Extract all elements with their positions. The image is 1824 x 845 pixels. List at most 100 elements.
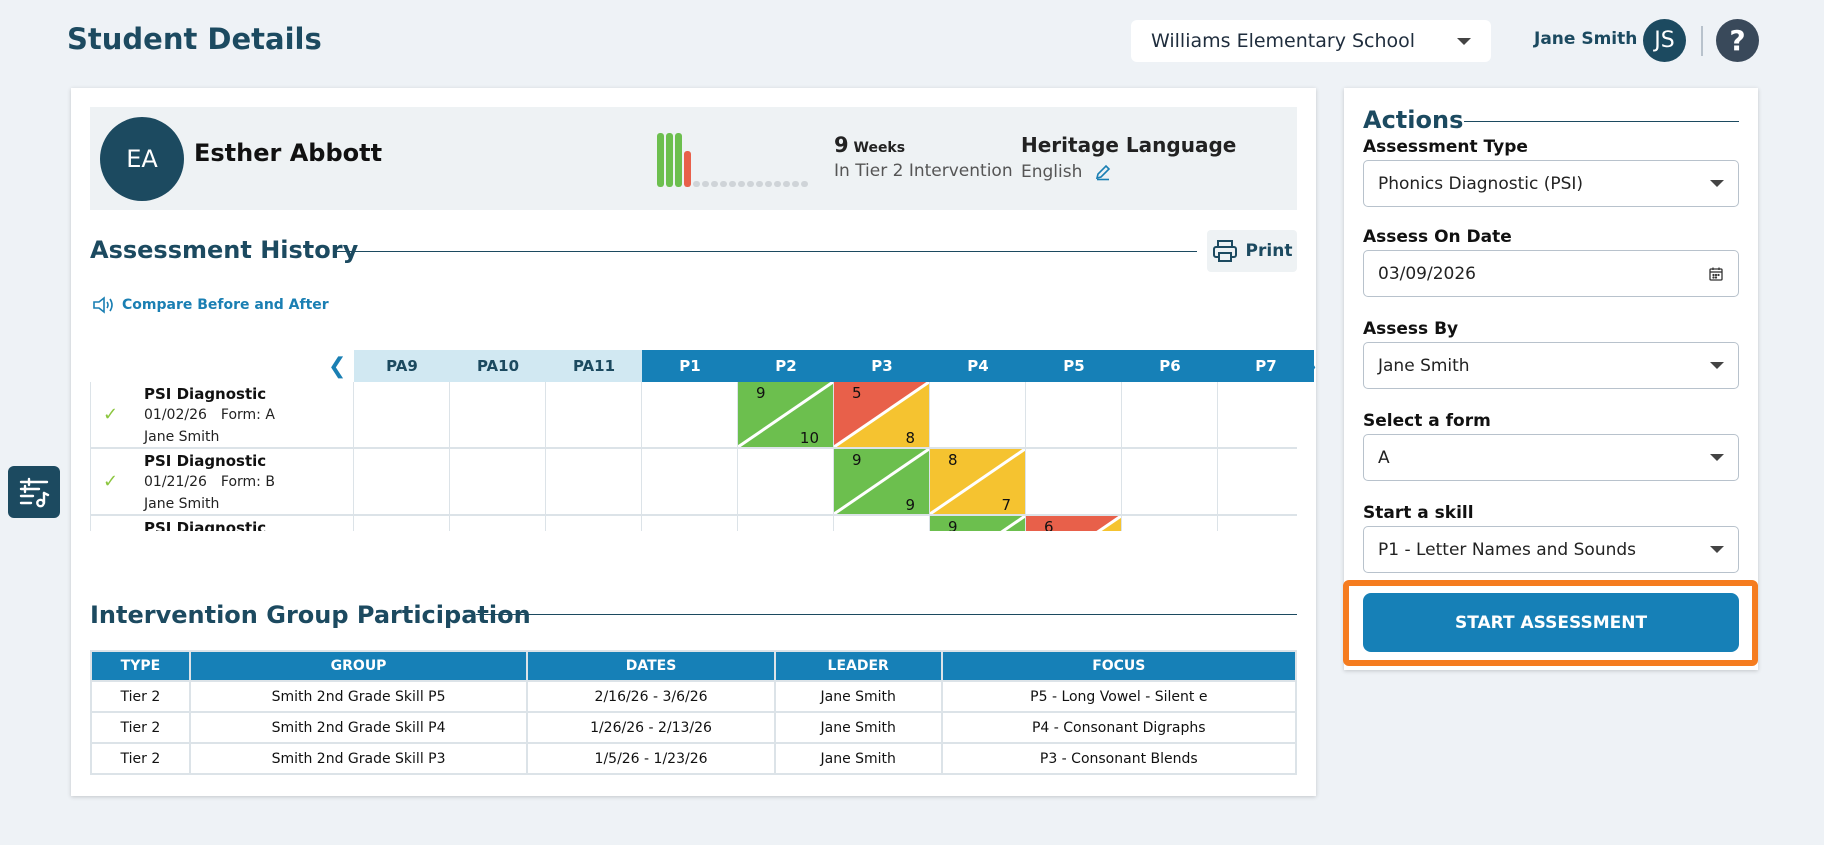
score-divider [1000, 516, 1025, 531]
score-cell [1218, 449, 1297, 516]
score-cell [354, 382, 450, 449]
assessment-type-select[interactable]: Phonics Diagnostic (PSI) [1363, 160, 1739, 207]
assess-by-select[interactable]: Jane Smith [1363, 342, 1739, 389]
score-cell[interactable]: 9 10 [738, 382, 834, 449]
section-divider [336, 251, 1197, 252]
table-cell: 1/26/26 - 2/13/26 [526, 711, 776, 744]
check-icon: ✓ [103, 404, 119, 425]
edit-pencil-icon[interactable] [1094, 163, 1112, 181]
school-select-value: Williams Elementary School [1151, 30, 1416, 52]
score-cell [354, 516, 450, 531]
score-cell [1218, 516, 1297, 531]
score-bottom: 10 [799, 429, 819, 447]
history-row[interactable]: ✓ PSI Diagnostic 01/02/26 Form: A Jane Smith… [90, 382, 1297, 449]
chevron-down-icon [1710, 546, 1724, 553]
student-avatar: EA [100, 117, 184, 201]
page-title: Student Details [67, 22, 322, 56]
week-bar [756, 181, 763, 187]
help-button[interactable]: ? [1716, 19, 1759, 62]
intervention-table: TYPE GROUP DATES LEADER FOCUS Tier 2 Smith 2n… [90, 650, 1298, 775]
history-row-label: PSI Diagnostic [90, 516, 354, 531]
skill-column-header: P6 [1122, 350, 1218, 382]
intervention-title: Intervention Group Participation [90, 601, 531, 629]
skill-column-header: P7 [1218, 350, 1314, 382]
assessment-date: 01/21/26 [144, 474, 207, 490]
assess-date-input[interactable]: 03/09/2026 [1363, 250, 1739, 297]
score-triangle-pair [930, 516, 1025, 531]
assessment-history-title: Assessment History [90, 236, 359, 264]
score-top: 9 [948, 518, 958, 531]
header-divider [1701, 26, 1703, 56]
assessment-history-grid: ✓ PSI Diagnostic 01/02/26 Form: A Jane Smith… [90, 382, 1297, 531]
school-select[interactable]: Williams Elementary School [1131, 20, 1491, 62]
check-icon: ✓ [103, 471, 119, 492]
user-avatar[interactable]: JS [1643, 19, 1686, 62]
print-button[interactable]: Print [1207, 230, 1297, 272]
week-bar [711, 181, 718, 187]
score-triangle-pair [930, 449, 1025, 514]
table-header: GROUP [188, 650, 529, 682]
compare-before-after-link[interactable]: Compare Before and After [92, 295, 329, 315]
history-row[interactable]: ✓ PSI Diagnostic 01/21/26 Form: B Jane Smith… [90, 449, 1297, 516]
form-label: Select a form [1363, 411, 1491, 431]
form-select[interactable]: A [1363, 434, 1739, 481]
skill-column-header: P3 [834, 350, 930, 382]
assessment-name: PSI Diagnostic [144, 452, 267, 470]
start-assessment-button[interactable]: START ASSESSMENT [1363, 593, 1739, 652]
form-value: A [1378, 447, 1390, 468]
section-divider [1464, 121, 1739, 122]
speaker-icon [93, 296, 113, 314]
weeks-count: 9 [834, 133, 849, 157]
chevron-down-icon [1457, 37, 1471, 45]
print-label: Print [1245, 241, 1293, 261]
score-cell [450, 516, 546, 531]
assess-by-value: Jane Smith [1378, 355, 1470, 376]
user-name[interactable]: Jane Smith [1534, 29, 1638, 49]
history-row-label: ✓ PSI Diagnostic 01/21/26 Form: B Jane Smith [90, 449, 354, 516]
student-name: Esther Abbott [194, 139, 383, 167]
week-bar [774, 181, 781, 187]
skill-column-header: P2 [738, 350, 834, 382]
assess-by-label: Assess By [1363, 319, 1459, 339]
assessment-date-form: 01/02/26 Form: A [144, 407, 275, 423]
assessment-date-form: 01/21/26 Form: B [144, 474, 275, 490]
score-cell [642, 449, 738, 516]
week-bar [747, 181, 754, 187]
table-header: LEADER [773, 650, 943, 682]
weekly-progress-bars [657, 133, 808, 187]
side-tool-button[interactable] [8, 466, 60, 518]
table-cell: Smith 2nd Grade Skill P4 [188, 711, 529, 744]
history-row-label: ✓ PSI Diagnostic 01/02/26 Form: A Jane Smith [90, 382, 354, 449]
assessment-type-value: Phonics Diagnostic (PSI) [1378, 173, 1584, 194]
start-assessment-highlight [1343, 580, 1758, 666]
grid-prev-button[interactable]: ❮ [328, 354, 346, 379]
section-divider [476, 614, 1297, 615]
score-cell [1122, 449, 1218, 516]
calendar-icon[interactable] [1708, 266, 1724, 282]
score-cell [642, 516, 738, 531]
score-triangle-pair [834, 382, 929, 447]
week-bar [720, 181, 727, 187]
score-top: 9 [756, 384, 766, 402]
week-bar [792, 181, 799, 187]
score-top: 9 [852, 451, 862, 469]
score-divider [738, 382, 833, 447]
score-bottom: 7 [1001, 496, 1011, 514]
score-cell[interactable]: 6 [1026, 516, 1122, 531]
table-cell: Tier 2 [90, 742, 191, 775]
chevron-down-icon [1710, 180, 1724, 187]
score-cell[interactable]: 9 [930, 516, 1026, 531]
chevron-left-icon: ❮ [328, 354, 347, 379]
history-row[interactable]: PSI Diagnostic 9 6 [90, 516, 1297, 531]
score-divider [930, 449, 1025, 514]
assessment-name: PSI Diagnostic [144, 385, 267, 403]
week-bar [801, 181, 808, 187]
week-bar [693, 181, 700, 187]
score-triangle-pair [834, 449, 929, 514]
table-cell: Jane Smith [773, 742, 943, 775]
student-summary: EA Esther Abbott 9 Weeks In Tier 2 Inter… [90, 107, 1297, 210]
skill-select[interactable]: P1 - Letter Names and Sounds [1363, 526, 1739, 573]
